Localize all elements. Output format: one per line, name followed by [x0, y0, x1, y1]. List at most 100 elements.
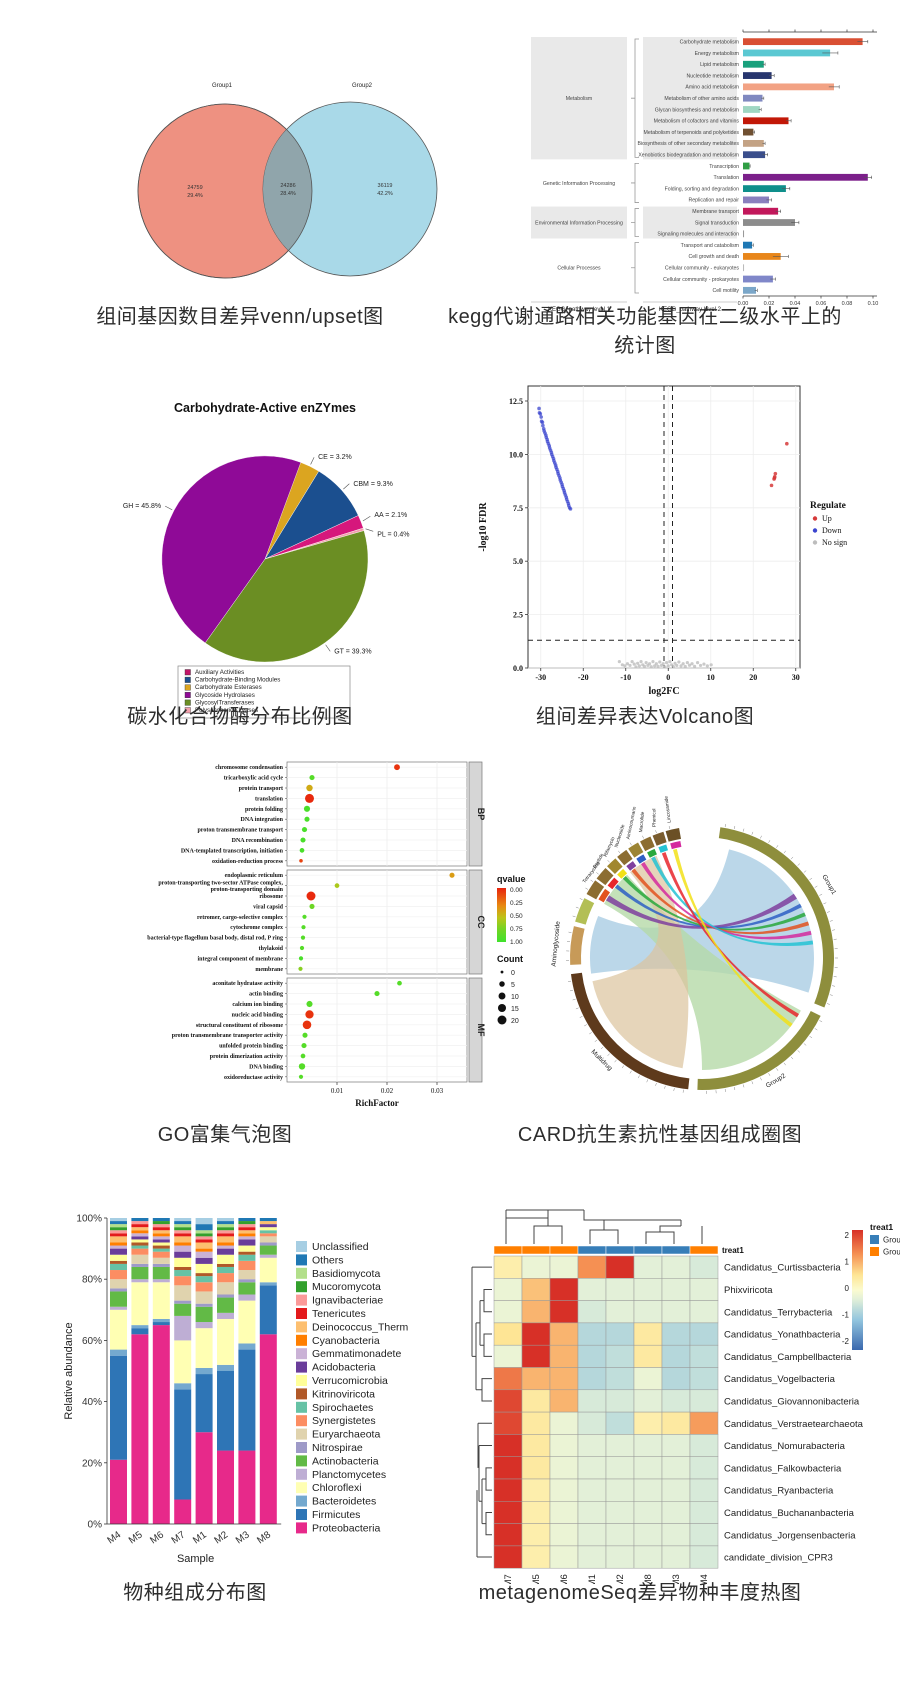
caption-venn: 组间基因数目差异venn/upset图: [96, 306, 384, 328]
svg-text:oxidoreductase activity: oxidoreductase activity: [224, 1075, 283, 1081]
svg-text:0.04: 0.04: [790, 301, 801, 307]
svg-text:Candidatus_Curtissbacteria: Candidatus_Curtissbacteria: [724, 1263, 841, 1274]
svg-text:M7: M7: [503, 1574, 514, 1584]
svg-text:M3: M3: [671, 1574, 682, 1584]
svg-text:Verrucomicrobia: Verrucomicrobia: [312, 1375, 388, 1387]
svg-text:treat1: treat1: [722, 1246, 744, 1255]
svg-text:Group1: Group1: [883, 1236, 900, 1245]
svg-text:Proteobacteria: Proteobacteria: [312, 1522, 380, 1534]
svg-text:42.2%: 42.2%: [377, 191, 393, 197]
svg-text:Spirochaetes: Spirochaetes: [312, 1402, 373, 1414]
svg-text:1: 1: [845, 1258, 850, 1267]
svg-text:Cellular Processes: Cellular Processes: [557, 266, 601, 272]
svg-text:0.50: 0.50: [510, 913, 523, 920]
svg-text:KEGG_pathway level 2: KEGG_pathway level 2: [659, 307, 722, 313]
svg-text:0%: 0%: [88, 1520, 103, 1531]
svg-text:M6: M6: [559, 1574, 570, 1584]
svg-text:7.5: 7.5: [513, 504, 523, 513]
svg-text:proton-transporting domain: proton-transporting domain: [211, 887, 284, 893]
svg-text:Deinococcus_Therm: Deinococcus_Therm: [312, 1321, 409, 1333]
caption-circos: CARD抗生素抗性基因组成圈图: [517, 1124, 803, 1146]
svg-text:10: 10: [511, 994, 519, 1001]
svg-text:Glycan biosynthesis and metabo: Glycan biosynthesis and metabolism: [655, 107, 739, 113]
svg-text:Lincosamide: Lincosamide: [663, 795, 672, 823]
svg-text:GH = 45.8%: GH = 45.8%: [123, 503, 161, 510]
svg-text:thylakoid: thylakoid: [259, 946, 284, 952]
svg-text:80%: 80%: [82, 1275, 102, 1286]
svg-text:GT = 39.3%: GT = 39.3%: [334, 648, 371, 655]
svg-text:-10: -10: [620, 673, 631, 682]
svg-text:Carbohydrate-Binding Modules: Carbohydrate-Binding Modules: [195, 677, 280, 684]
svg-text:Nitrospirae: Nitrospirae: [312, 1442, 363, 1454]
svg-text:Others: Others: [312, 1254, 344, 1266]
svg-text:Kitrinoviricota: Kitrinoviricota: [312, 1388, 375, 1400]
svg-text:CE = 3.2%: CE = 3.2%: [318, 454, 352, 461]
go-panel: chromosome condensation tricarboxylic aci…: [115, 754, 535, 1126]
svg-text:No sign: No sign: [822, 538, 847, 547]
svg-text:Carbohydrate Esterases: Carbohydrate Esterases: [195, 684, 262, 691]
svg-text:Translation: Translation: [714, 175, 740, 181]
svg-text:Relative abundance: Relative abundance: [63, 1322, 75, 1419]
svg-text:Aminocoumarin: Aminocoumarin: [625, 806, 638, 840]
svg-text:20%: 20%: [82, 1458, 102, 1469]
svg-text:Phixviricota: Phixviricota: [724, 1285, 773, 1296]
svg-text:protein transport: protein transport: [239, 786, 283, 792]
svg-text:Genetic Information Processing: Genetic Information Processing: [543, 181, 615, 187]
svg-text:Acidobacteria: Acidobacteria: [312, 1362, 376, 1374]
svg-text:0.01: 0.01: [331, 1087, 344, 1095]
svg-text:M7: M7: [170, 1529, 188, 1546]
svg-text:AA = 2.1%: AA = 2.1%: [374, 512, 407, 519]
svg-text:Metabolism: Metabolism: [566, 96, 593, 102]
kegg-panel: Metabolism Genetic Information Processing…: [495, 24, 880, 316]
svg-text:0.75: 0.75: [510, 926, 523, 933]
svg-text:-2: -2: [842, 1337, 850, 1346]
caption-heatmap: metagenomeSeq差异物种丰度热图: [478, 1582, 802, 1604]
svg-text:Candidatus_Terrybacteria: Candidatus_Terrybacteria: [724, 1307, 833, 1318]
circos-chart: Group1Group2MultidrugAminoglycosideTetra…: [551, 795, 838, 1094]
caption-go: GO富集气泡图: [157, 1124, 293, 1146]
svg-text:Gemmatimonadete: Gemmatimonadete: [312, 1348, 401, 1360]
volcano-chart: -30 -20 -10 0 10 20 30 0.0 2.5 5.0 7.5 10.0 12.5 log2…: [478, 385, 847, 697]
circos-panel: Group1 Group2 Multidrug Aminoglycoside Tetra…: [530, 778, 875, 1123]
svg-text:membrane: membrane: [255, 967, 283, 973]
svg-text:Cellular community - prokaryot: Cellular community - prokaryotes: [663, 277, 739, 283]
svg-text:Candidatus_Ryanbacteria: Candidatus_Ryanbacteria: [724, 1486, 834, 1497]
svg-text:20: 20: [749, 673, 757, 682]
svg-text:0.08: 0.08: [842, 301, 853, 307]
svg-text:calcium ion binding: calcium ion binding: [232, 1002, 283, 1008]
svg-text:M2: M2: [213, 1529, 231, 1546]
svg-text:Macrolide: Macrolide: [638, 811, 646, 833]
svg-text:Group1: Group1: [212, 83, 233, 89]
svg-text:DNA-templated transcription, i: DNA-templated transcription, initiation: [181, 848, 284, 854]
svg-text:GlycosylTransferases: GlycosylTransferases: [195, 699, 254, 706]
svg-text:PL = 0.4%: PL = 0.4%: [377, 531, 409, 538]
svg-text:Metabolism of other amino acid: Metabolism of other amino acids: [664, 96, 739, 102]
caption-kegg: kegg代谢通路相关功能基因在二级水平上的统计图: [448, 306, 842, 357]
svg-text:60%: 60%: [82, 1336, 102, 1347]
svg-text:Candidatus_Buchananbacteria: Candidatus_Buchananbacteria: [724, 1508, 855, 1519]
svg-text:0: 0: [511, 970, 515, 977]
svg-text:BP: BP: [476, 808, 486, 821]
svg-text:structural constituent of ribo: structural constituent of ribosome: [196, 1023, 283, 1029]
svg-text:M5: M5: [127, 1529, 145, 1546]
svg-text:29.4%: 29.4%: [187, 193, 203, 199]
svg-text:30: 30: [792, 673, 800, 682]
caption-taxbar: 物种组成分布图: [123, 1582, 267, 1604]
svg-text:Candidatus_Yonathbacteria: Candidatus_Yonathbacteria: [724, 1330, 841, 1341]
svg-text:Synergistetes: Synergistetes: [312, 1415, 376, 1427]
svg-text:Group2: Group2: [883, 1248, 900, 1257]
svg-text:40%: 40%: [82, 1397, 102, 1408]
svg-text:Basidiomycota: Basidiomycota: [312, 1268, 380, 1280]
svg-text:Actinobacteria: Actinobacteria: [312, 1455, 379, 1467]
svg-text:Cellular community - eukaryote: Cellular community - eukaryotes: [665, 266, 739, 272]
svg-text:Signal transduction: Signal transduction: [695, 220, 739, 226]
svg-text:Euryarchaeota: Euryarchaeota: [312, 1429, 380, 1441]
svg-text:36119: 36119: [378, 183, 393, 189]
svg-text:translation: translation: [255, 796, 284, 802]
svg-text:-20: -20: [578, 673, 589, 682]
svg-text:Candidatus_Verstraetearchaeota: Candidatus_Verstraetearchaeota: [724, 1419, 864, 1430]
heatmap-panel: treat1 Candidatus_Curtissbacteria Phixviri…: [470, 1202, 900, 1584]
svg-text:retromer, cargo-selective comp: retromer, cargo-selective complex: [197, 915, 283, 921]
svg-text:Glycoside Hydrolases: Glycoside Hydrolases: [195, 692, 255, 699]
svg-text:Amino acid metabolism: Amino acid metabolism: [685, 85, 739, 91]
